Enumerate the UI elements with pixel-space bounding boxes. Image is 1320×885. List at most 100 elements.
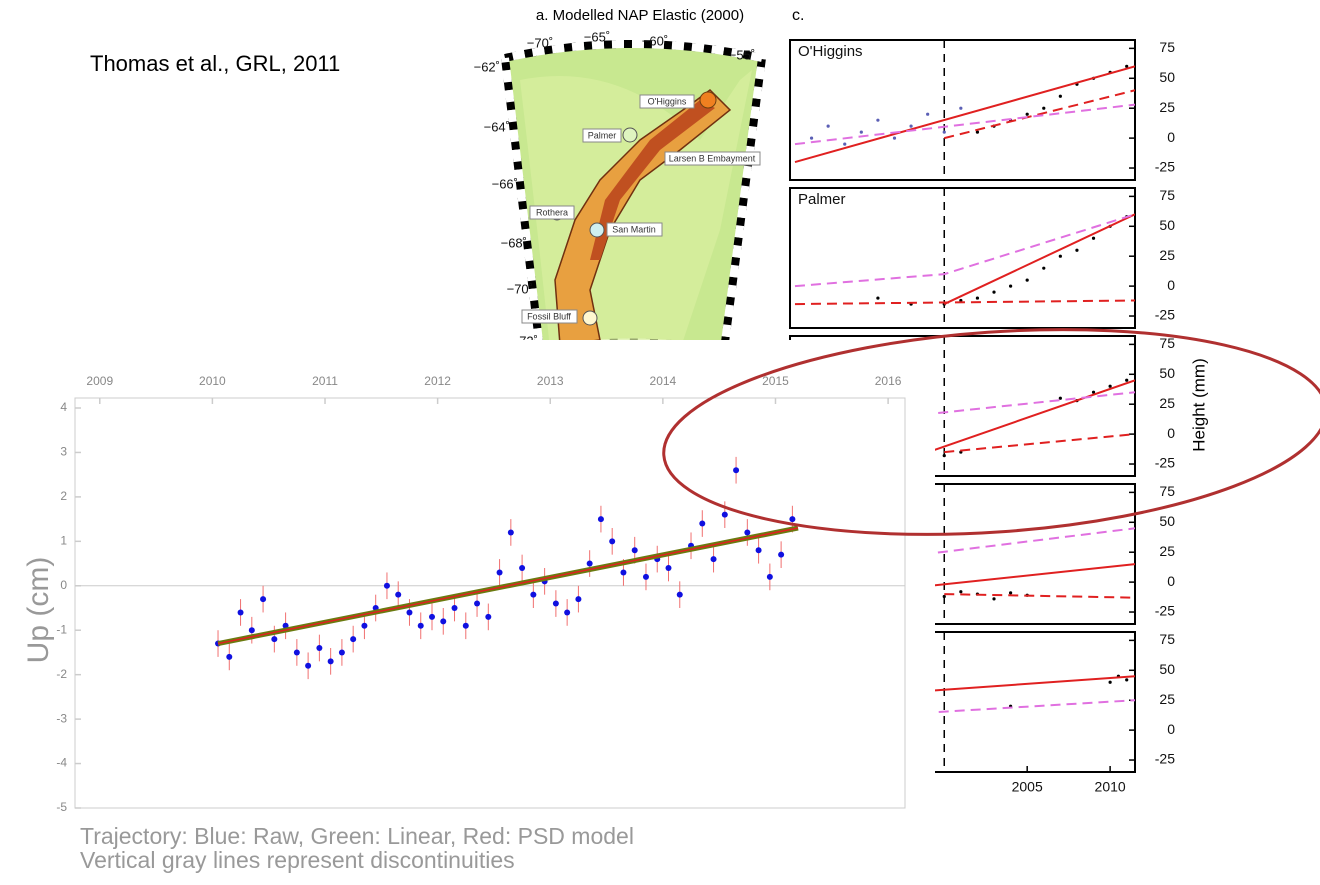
x-tick-label: 2014 — [650, 374, 677, 388]
data-point — [564, 609, 571, 616]
data-point — [1025, 112, 1029, 116]
y-tick-label: 50 — [1159, 513, 1175, 529]
map-frame-alt — [500, 40, 767, 355]
y-tick-label: 25 — [1159, 691, 1175, 707]
y-tick-label: -25 — [1155, 159, 1175, 175]
panel-name: Palmer — [798, 191, 846, 208]
data-point — [1025, 278, 1029, 282]
plot-frame — [789, 39, 1136, 181]
data-point — [826, 124, 830, 128]
data-point — [876, 118, 880, 122]
data-point — [395, 591, 402, 598]
y-tick-label: 75 — [1159, 483, 1175, 499]
data-point — [519, 565, 526, 571]
map: a. Modelled NAP Elastic (2000) O'Higgins… — [474, 7, 767, 355]
lat-label: −70˚ — [507, 281, 533, 296]
y-tick-label: 0 — [1167, 425, 1175, 441]
trend-line — [943, 213, 1135, 305]
plot-area — [794, 188, 1135, 328]
y-tick-label: -25 — [1155, 307, 1175, 323]
data-point — [496, 569, 503, 576]
data-point — [316, 645, 323, 651]
citation: Thomas et al., GRL, 2011 — [90, 51, 340, 76]
trend-line — [910, 379, 1135, 459]
data-point — [575, 596, 582, 603]
data-point — [992, 597, 996, 601]
x-tick-label: 2010 — [1095, 779, 1126, 795]
y-tick-label: -2 — [56, 667, 67, 681]
y-tick-label: 75 — [1159, 187, 1175, 203]
site-label-box — [529, 205, 575, 220]
data-point — [676, 591, 683, 598]
data-point — [744, 529, 751, 536]
data-point — [361, 622, 368, 629]
y-tick-label: 75 — [1159, 335, 1175, 351]
y-tick-label: 50 — [1159, 661, 1175, 677]
data-point — [609, 538, 616, 545]
y-tick-label: 25 — [1159, 543, 1175, 559]
y-tick-label: -25 — [1155, 751, 1175, 767]
data-point — [327, 658, 334, 665]
data-point — [755, 547, 762, 554]
dashed-line — [794, 213, 1135, 288]
data-point — [1058, 396, 1062, 400]
data-point — [429, 613, 436, 620]
plot-frame — [74, 397, 906, 809]
data-point — [237, 609, 244, 616]
data-point — [909, 124, 913, 128]
site-label-box — [606, 222, 663, 237]
plot-frame — [789, 187, 1136, 329]
y-tick-label: -25 — [1155, 603, 1175, 619]
y-tick-label: -25 — [1155, 455, 1175, 471]
y-tick-label: -5 — [56, 800, 67, 814]
peninsula-ridge — [590, 100, 715, 260]
data-point — [1108, 384, 1112, 388]
data-point — [293, 649, 300, 656]
data-point — [892, 136, 897, 140]
data-point — [474, 600, 481, 607]
data-point — [631, 547, 638, 554]
data-point — [959, 590, 963, 594]
y-tick-label: 4 — [60, 400, 67, 414]
map-title: a. Modelled NAP Elastic (2000) — [536, 7, 744, 24]
y-tick-label: 25 — [1159, 99, 1175, 115]
data-point — [1125, 378, 1129, 382]
x-tick-label: 2015 — [762, 374, 789, 388]
y-tick-label: 0 — [1167, 721, 1175, 737]
data-point — [597, 516, 604, 523]
caption: Vertical gray lines represent discontinu… — [80, 847, 515, 873]
data-point — [451, 605, 458, 611]
data-point — [248, 627, 255, 634]
data-point — [876, 296, 880, 300]
site-label: O'Higgins — [648, 96, 687, 106]
caption: Trajectory: Blue: Raw, Green: Linear, Re… — [80, 823, 634, 849]
data-point — [485, 613, 492, 620]
dashed-line — [794, 103, 1135, 146]
y-tick-label: -4 — [56, 756, 67, 770]
y-tick-label: 0 — [60, 578, 67, 592]
data-point — [271, 636, 278, 643]
site-label: Larsen B Embayment — [669, 153, 756, 163]
data-point — [710, 556, 717, 563]
lat-label: −62˚ — [474, 59, 500, 74]
panel-y-label: Height (mm) — [1189, 358, 1208, 452]
panel-name: O'Higgins — [798, 43, 863, 60]
data-point — [642, 573, 649, 580]
lat-label: −64˚ — [484, 119, 510, 134]
data-point — [226, 653, 233, 660]
data-point — [1058, 254, 1062, 258]
site-marker — [622, 127, 638, 143]
site-label: Palmer — [588, 130, 617, 140]
data-point — [975, 296, 980, 300]
data-point — [406, 609, 413, 616]
data-point — [699, 520, 706, 527]
site-marker — [582, 310, 598, 326]
site-marker — [699, 91, 717, 109]
site-label: Rothera — [536, 207, 568, 217]
data-point — [1108, 680, 1112, 684]
x-tick-label: 2009 — [86, 374, 113, 388]
x-tick-label: 2016 — [875, 374, 902, 388]
plot-area — [794, 40, 1135, 180]
data-point — [440, 618, 447, 625]
